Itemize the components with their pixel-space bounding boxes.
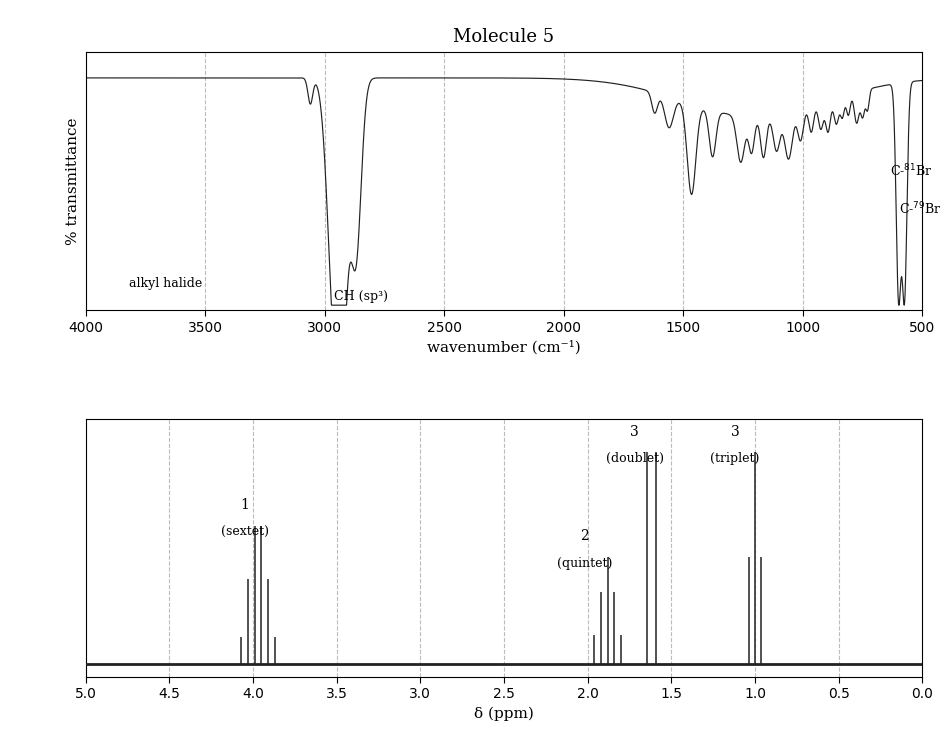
Text: C-$^{81}$Br: C-$^{81}$Br [890,162,933,179]
Text: alkyl halide: alkyl halide [128,277,202,289]
Text: 2: 2 [580,530,589,543]
Title: Molecule 5: Molecule 5 [454,28,554,46]
Text: 1: 1 [241,498,249,513]
Text: C-$^{79}$Br: C-$^{79}$Br [899,201,941,218]
Text: 3: 3 [631,425,639,439]
Text: 3: 3 [730,425,739,439]
Text: (doublet): (doublet) [606,452,664,465]
Text: (sextet): (sextet) [221,526,268,539]
Text: (triplet): (triplet) [710,452,760,465]
Y-axis label: % transmittance: % transmittance [66,118,80,245]
X-axis label: δ (ppm): δ (ppm) [475,707,534,722]
X-axis label: wavenumber (cm⁻¹): wavenumber (cm⁻¹) [427,340,581,355]
Text: CH (sp³): CH (sp³) [334,289,388,303]
Text: (quintet): (quintet) [556,557,612,570]
